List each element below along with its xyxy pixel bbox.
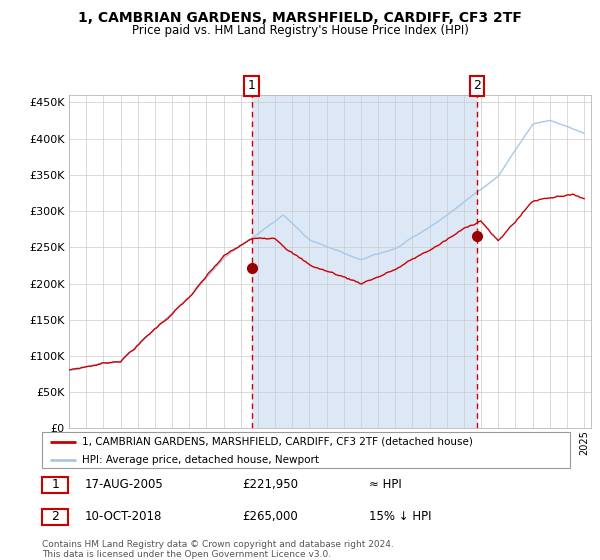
- Text: 2: 2: [51, 511, 59, 524]
- Text: 15% ↓ HPI: 15% ↓ HPI: [370, 511, 432, 524]
- Text: 1: 1: [248, 80, 256, 92]
- Text: 17-AUG-2005: 17-AUG-2005: [84, 478, 163, 491]
- Text: 1: 1: [51, 478, 59, 491]
- Text: 10-OCT-2018: 10-OCT-2018: [84, 511, 161, 524]
- Bar: [251, 95, 477, 428]
- Bar: [42, 477, 68, 493]
- Text: 1, CAMBRIAN GARDENS, MARSHFIELD, CARDIFF, CF3 2TF (detached house): 1, CAMBRIAN GARDENS, MARSHFIELD, CARDIFF…: [82, 437, 472, 447]
- Text: ≈ HPI: ≈ HPI: [370, 478, 402, 491]
- Text: 2: 2: [473, 80, 481, 92]
- Bar: [42, 509, 68, 525]
- Text: 1, CAMBRIAN GARDENS, MARSHFIELD, CARDIFF, CF3 2TF: 1, CAMBRIAN GARDENS, MARSHFIELD, CARDIFF…: [78, 11, 522, 25]
- Text: £221,950: £221,950: [242, 478, 299, 491]
- Text: HPI: Average price, detached house, Newport: HPI: Average price, detached house, Newp…: [82, 455, 319, 465]
- Text: Price paid vs. HM Land Registry's House Price Index (HPI): Price paid vs. HM Land Registry's House …: [131, 24, 469, 36]
- Text: £265,000: £265,000: [242, 511, 298, 524]
- Text: Contains HM Land Registry data © Crown copyright and database right 2024.
This d: Contains HM Land Registry data © Crown c…: [42, 540, 394, 559]
